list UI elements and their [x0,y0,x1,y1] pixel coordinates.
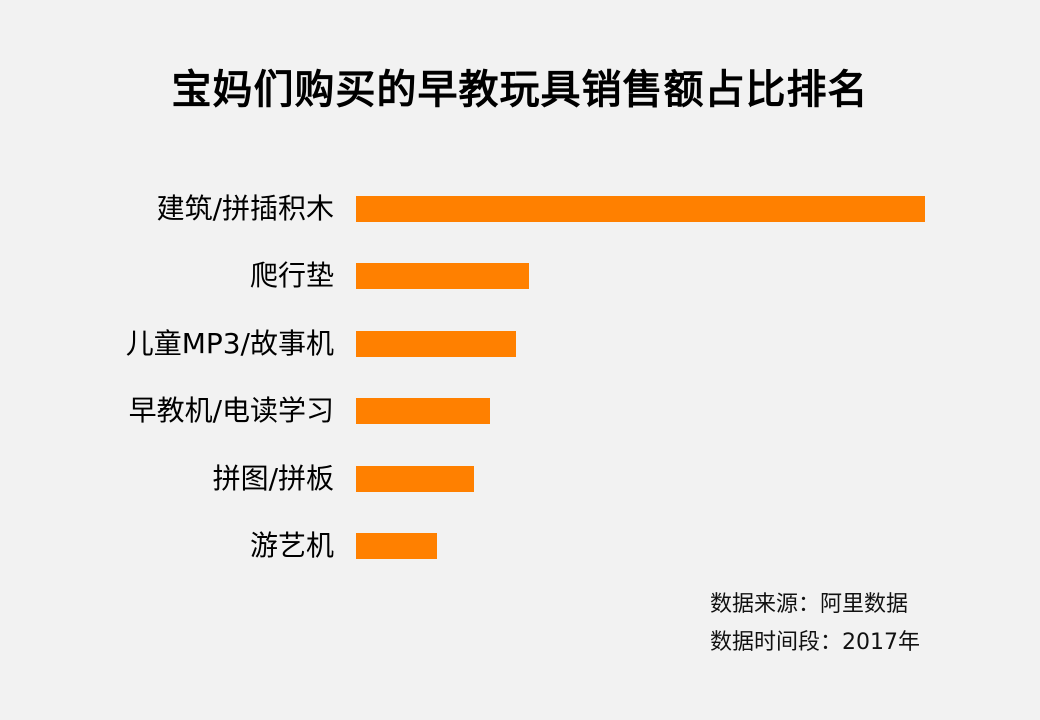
category-label: 早教机/电读学习 [128,394,334,428]
bar [356,196,925,222]
data-period-note: 数据时间段：2017年 [710,630,920,655]
category-label: 拼图/拼板 [212,461,334,495]
bar [356,465,475,492]
category-label: 儿童MP3/故事机 [125,326,334,360]
bar [356,533,437,559]
data-source-note: 数据来源：阿里数据 [710,592,909,617]
category-label: 爬行垫 [249,259,334,293]
bar [356,330,517,357]
bar [356,263,529,290]
bar [356,398,491,425]
category-label: 建筑/拼插积木 [156,192,334,225]
chart-title: 宝妈们购买的早教玩具销售额占比排名 [171,67,869,113]
category-label: 游艺机 [249,529,334,562]
